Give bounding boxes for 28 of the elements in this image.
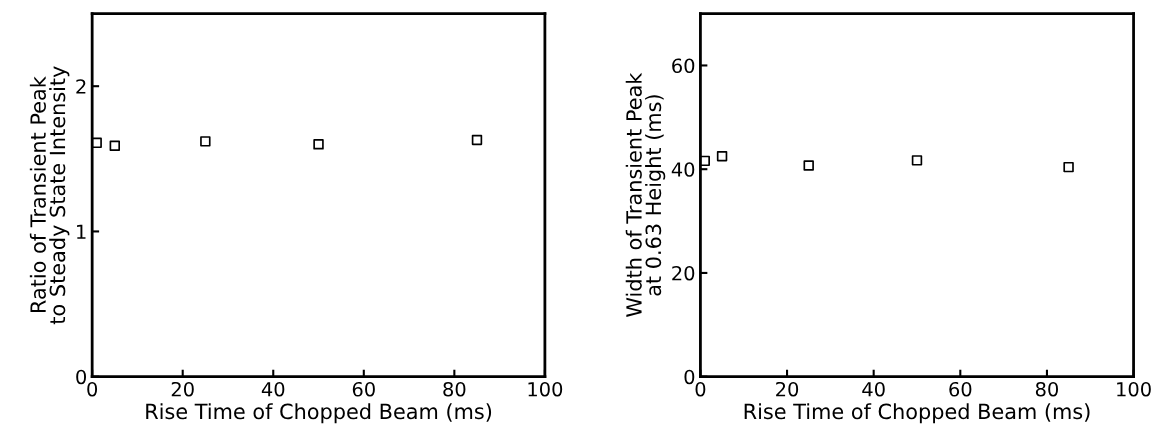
x-tick-label: 60	[949, 381, 972, 397]
x-tick-label: 20	[776, 381, 799, 397]
point	[911, 155, 923, 166]
y-tick-label: 2	[76, 79, 86, 94]
x-tick-label: 60	[352, 381, 375, 397]
point	[716, 150, 728, 162]
point	[1063, 161, 1074, 173]
x-axis-title: Rise Time of Chopped Beam (ms)	[146, 403, 492, 424]
y-tick-label: 0	[684, 369, 695, 385]
x-tick-label: 20	[171, 381, 194, 397]
y-tick-label: 20	[672, 265, 695, 281]
x-tick-label: 80	[443, 381, 466, 397]
x-tick-label: 100	[528, 381, 563, 397]
y-axis-title: Ratio of Transient Peak to Steady State Intensity	[29, 66, 70, 325]
x-tick-label: 40	[862, 381, 885, 397]
x-tick-label: 100	[1117, 381, 1151, 397]
x-tick-label: 0	[87, 381, 98, 397]
y-tick-label: 60	[672, 58, 695, 74]
x-axis-title: Rise Time of Chopped Beam (ms)	[744, 403, 1090, 424]
y-tick-label: 1	[77, 224, 86, 239]
point	[803, 160, 814, 171]
y-tick-label: 40	[671, 162, 695, 177]
y-axis-title: Width of Transient Peak at 0.63 Height (ms)	[625, 72, 666, 317]
y-tick-label: 0	[76, 369, 87, 385]
x-tick-label: 40	[261, 381, 285, 397]
x-tick-label: 80	[1035, 381, 1059, 397]
x-tick-label: 0	[695, 381, 706, 397]
point	[700, 155, 710, 167]
